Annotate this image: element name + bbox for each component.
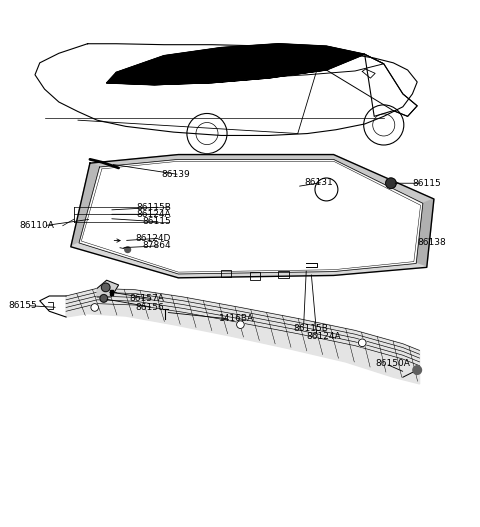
Text: 86155: 86155 — [9, 301, 37, 310]
Text: 87864: 87864 — [143, 241, 171, 250]
Text: 86138: 86138 — [417, 238, 446, 247]
Text: 86150A: 86150A — [375, 359, 410, 368]
Polygon shape — [71, 243, 427, 278]
Bar — [221, 270, 231, 277]
Text: 86115B: 86115B — [136, 202, 171, 212]
Polygon shape — [71, 154, 434, 278]
Polygon shape — [71, 163, 99, 247]
Polygon shape — [416, 199, 434, 267]
Text: 86157A: 86157A — [129, 295, 164, 304]
Text: 1416BA: 1416BA — [219, 315, 254, 324]
Circle shape — [237, 321, 244, 328]
Circle shape — [91, 304, 98, 311]
Bar — [250, 272, 260, 280]
Text: 86115B: 86115B — [293, 325, 328, 334]
Text: 86124A: 86124A — [306, 332, 341, 341]
Text: 86131: 86131 — [305, 178, 334, 187]
Circle shape — [101, 283, 110, 291]
Polygon shape — [107, 44, 365, 85]
Polygon shape — [66, 288, 420, 384]
Text: 86124A: 86124A — [136, 210, 171, 219]
Text: 86124D: 86124D — [136, 233, 171, 242]
Text: 86115: 86115 — [143, 218, 171, 227]
Text: 86115: 86115 — [412, 179, 441, 188]
Polygon shape — [97, 280, 119, 297]
Circle shape — [100, 295, 108, 302]
Polygon shape — [90, 154, 434, 203]
Circle shape — [413, 366, 421, 374]
Circle shape — [385, 178, 396, 189]
Text: 86110A: 86110A — [19, 221, 54, 230]
Bar — [278, 271, 288, 278]
Polygon shape — [110, 290, 113, 295]
Text: 86139: 86139 — [161, 170, 190, 179]
Circle shape — [359, 339, 366, 347]
Text: 86156: 86156 — [135, 303, 164, 312]
Circle shape — [125, 247, 131, 252]
